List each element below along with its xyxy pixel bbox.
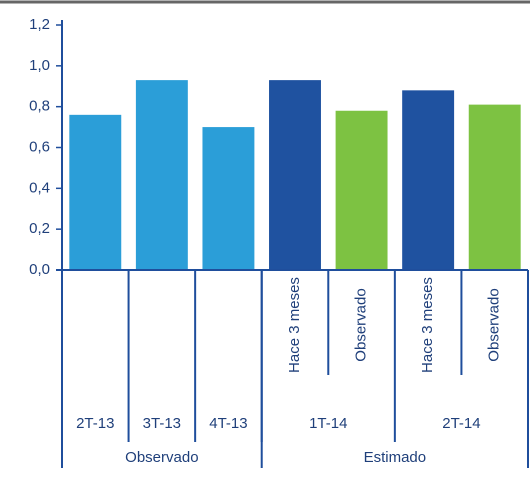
y-tick-label: 0,2: [29, 220, 50, 237]
phase-label: Observado: [125, 449, 198, 466]
y-tick-label: 1,0: [29, 57, 50, 74]
bar: [468, 104, 521, 270]
phase-label: Estimado: [364, 449, 427, 466]
x-tick-label: Observado: [486, 288, 503, 361]
bar: [269, 80, 321, 270]
period-label: 2T-13: [76, 415, 114, 432]
period-label: 4T-13: [209, 415, 247, 432]
x-tick-label: Observado: [353, 288, 370, 361]
y-tick-label: 0,4: [29, 179, 50, 196]
period-label: 3T-13: [143, 415, 181, 432]
bar: [135, 80, 188, 270]
period-label: 2T-14: [442, 415, 480, 432]
bar: [202, 127, 255, 270]
period-label: 1T-14: [309, 415, 347, 432]
bar: [69, 114, 122, 270]
bar: [402, 90, 455, 270]
y-tick-label: 0,6: [29, 138, 50, 155]
y-tick-label: 1,2: [29, 16, 50, 33]
bar: [335, 110, 388, 270]
y-tick-label: 0,8: [29, 98, 50, 115]
x-tick-label: Hace 3 meses: [286, 277, 303, 373]
y-tick-label: 0,0: [29, 261, 50, 278]
x-tick-label: Hace 3 meses: [419, 277, 436, 373]
